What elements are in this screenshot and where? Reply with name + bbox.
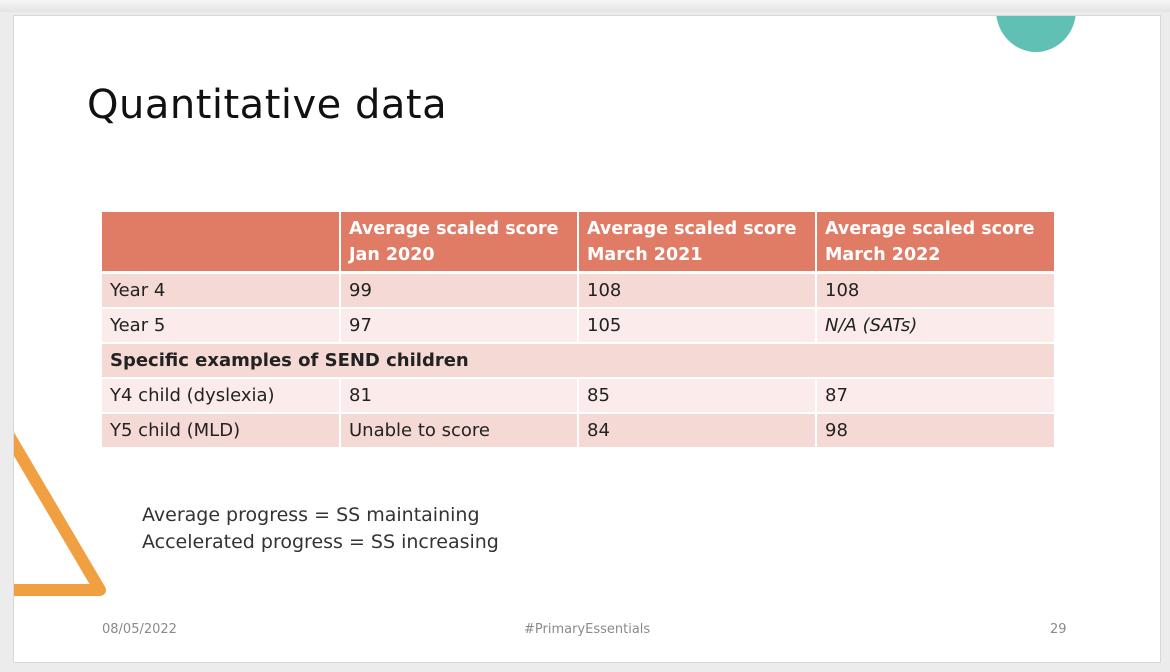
row-label: Year 5	[102, 308, 341, 344]
table-row: Y5 child (MLD) Unable to score 84 98	[102, 413, 1054, 449]
table-cell: 108	[816, 272, 1054, 309]
footer-page-number: 29	[1050, 622, 1067, 637]
header-line: March 2022	[825, 245, 941, 265]
teal-circle-decoration	[996, 16, 1076, 52]
header-march-2021: Average scaled score March 2021	[578, 212, 817, 274]
table-cell: 84	[578, 413, 817, 449]
progress-notes: Average progress = SS maintaining Accele…	[142, 502, 499, 556]
table-row: Year 4 99 108 108	[102, 272, 1054, 309]
table-header-row: Average scaled score Jan 2020 Average sc…	[102, 212, 1054, 274]
slide: Quantitative data Average scaled score J…	[14, 16, 1160, 662]
footer-date: 08/05/2022	[102, 622, 177, 637]
footer-hashtag: #PrimaryEssentials	[524, 622, 651, 637]
header-empty-cell	[102, 212, 341, 274]
slide-title: Quantitative data	[87, 82, 448, 128]
header-line: Average scaled score	[587, 219, 797, 239]
note-line: Average progress = SS maintaining	[142, 504, 480, 526]
row-label: Year 4	[102, 272, 341, 309]
section-row: Specific examples of SEND children	[102, 343, 1054, 379]
header-line: Jan 2020	[349, 245, 435, 265]
header-line: Average scaled score	[349, 219, 559, 239]
header-line: Average scaled score	[825, 219, 1035, 239]
table-cell: 85	[578, 378, 817, 414]
note-line: Accelerated progress = SS increasing	[142, 531, 499, 553]
table-cell: 81	[340, 378, 579, 414]
header-line: March 2021	[587, 245, 703, 265]
row-label: Y4 child (dyslexia)	[102, 378, 341, 414]
table-row: Year 5 97 105 N/A (SATs)	[102, 308, 1054, 344]
header-march-2022: Average scaled score March 2022	[816, 212, 1054, 274]
scores-table: Average scaled score Jan 2020 Average sc…	[102, 212, 1054, 449]
row-label: Y5 child (MLD)	[102, 413, 341, 449]
header-jan-2020: Average scaled score Jan 2020	[340, 212, 579, 274]
table-cell: Unable to score	[340, 413, 579, 449]
table-cell: 105	[578, 308, 817, 344]
table-cell: 99	[340, 272, 579, 309]
section-title: Specific examples of SEND children	[102, 343, 1054, 379]
window-top-bar	[0, 0, 1170, 12]
table-row: Y4 child (dyslexia) 81 85 87	[102, 378, 1054, 414]
table-cell: 108	[578, 272, 817, 309]
table-cell: 87	[816, 378, 1054, 414]
table-cell: 98	[816, 413, 1054, 449]
table-cell: 97	[340, 308, 579, 344]
table-cell: N/A (SATs)	[816, 308, 1054, 344]
